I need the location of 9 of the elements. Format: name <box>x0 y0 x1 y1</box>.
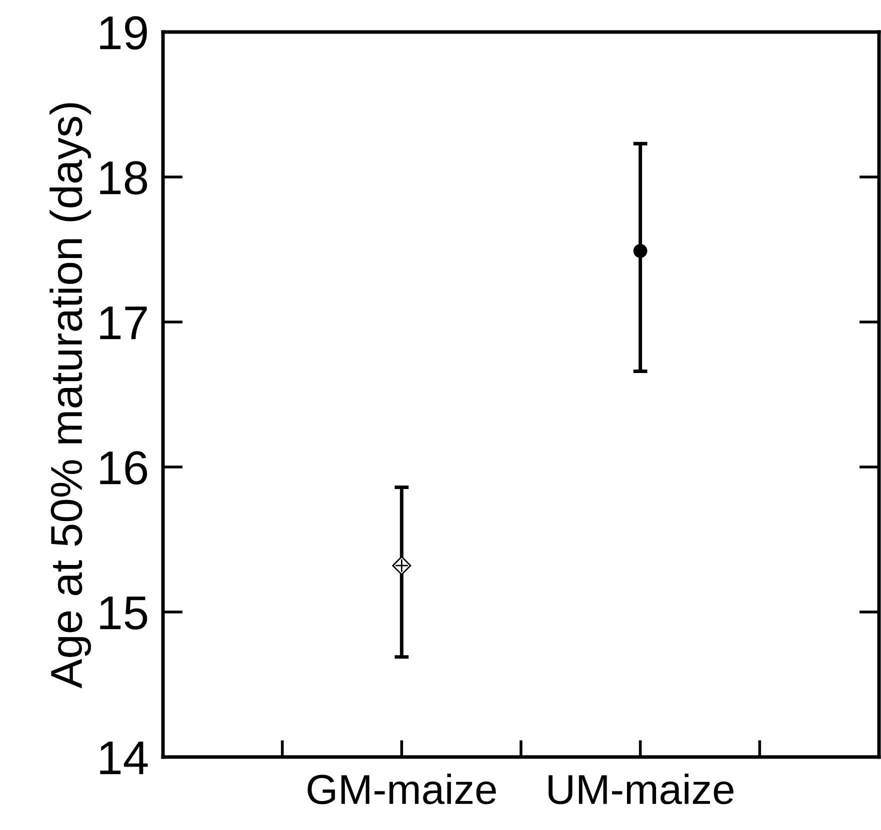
y-tick-label: 16 <box>100 451 148 485</box>
x-tick-label: GM-maize <box>308 774 496 804</box>
x-tick-label: UM-maize <box>548 774 734 804</box>
y-tick-label: 14 <box>100 742 148 774</box>
y-tick-label: 18 <box>100 161 148 195</box>
y-tick-label: 17 <box>100 306 147 340</box>
y-axis-title: Age at 50% maturation (days) <box>50 103 92 688</box>
y-tick-label: 15 <box>100 596 148 630</box>
y-tick-label: 19 <box>100 16 147 50</box>
